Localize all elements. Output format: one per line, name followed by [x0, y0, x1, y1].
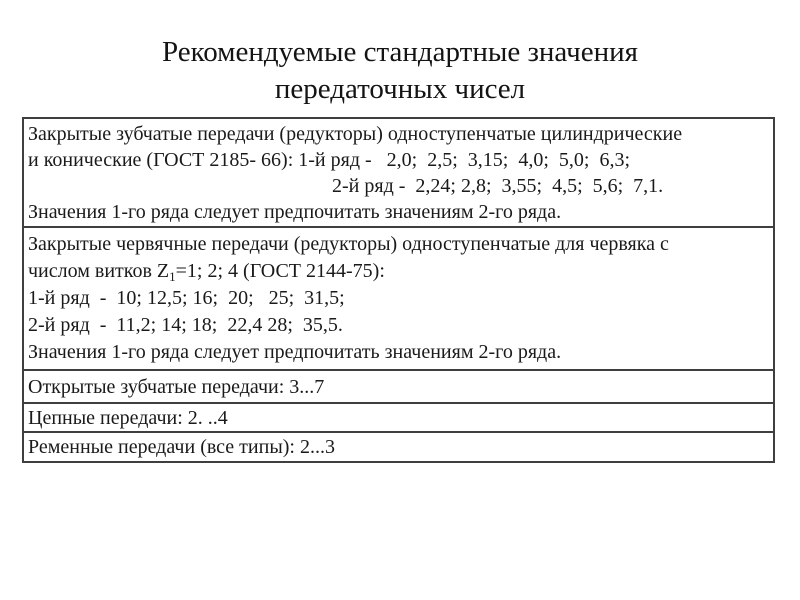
closed-worm-line-5-note: Значения 1-го ряда следует предпочитать …	[28, 341, 562, 363]
table-row-belt-drives: Ременные передачи (все типы): 2...3	[24, 433, 773, 461]
closed-gear-line-2: и конические (ГОСТ 2185- 66): 1-й ряд - …	[28, 149, 631, 171]
closed-gear-line-3-series-2: 2-й ряд - 2,24; 2,8; 3,55; 4,5; 5,6; 7,1…	[332, 175, 664, 197]
worm-threads-text: числом витков Z	[28, 260, 170, 282]
closed-gear-line-1: Закрытые зубчатые передачи (редукторы) о…	[28, 123, 683, 145]
table-row-open-gear-drives: Открытые зубчатые передачи: 3...7	[24, 371, 773, 404]
z1-subscript: 1	[169, 269, 176, 284]
belt-drives-text: Ременные передачи (все типы): 2...3	[28, 436, 335, 458]
table-row-chain-drives: Цепные передачи: 2. ..4	[24, 404, 773, 433]
slide-title: Рекомендуемые стандартные значения перед…	[0, 34, 800, 108]
worm-gost-text: =1; 2; 4 (ГОСТ 2144-75):	[175, 260, 385, 282]
chain-drives-text: Цепные передачи: 2. ..4	[28, 407, 228, 429]
open-gear-text: Открытые зубчатые передачи: 3...7	[28, 376, 325, 398]
closed-worm-line-2: числом витков Z1=1; 2; 4 (ГОСТ 2144-75):	[28, 258, 769, 285]
gear-ratio-table: Закрытые зубчатые передачи (редукторы) о…	[22, 117, 775, 463]
table-row-closed-worm-drives: Закрытые червячные передачи (редукторы) …	[24, 228, 773, 371]
closed-gear-line-4-note: Значения 1-го ряда следует предпочитать …	[28, 201, 562, 223]
slide-title-line-1: Рекомендуемые стандартные значения	[162, 36, 638, 68]
table-row-closed-gear-drives: Закрытые зубчатые передачи (редукторы) о…	[24, 119, 773, 228]
closed-worm-line-1: Закрытые червячные передачи (редукторы) …	[28, 233, 669, 255]
slide-title-line-2: передаточных чисел	[274, 73, 526, 105]
closed-worm-line-3-series-1: 1-й ряд - 10; 12,5; 16; 20; 25; 31,5;	[28, 287, 345, 309]
closed-worm-line-4-series-2: 2-й ряд - 11,2; 14; 18; 22,4 28; 35,5.	[28, 314, 343, 336]
